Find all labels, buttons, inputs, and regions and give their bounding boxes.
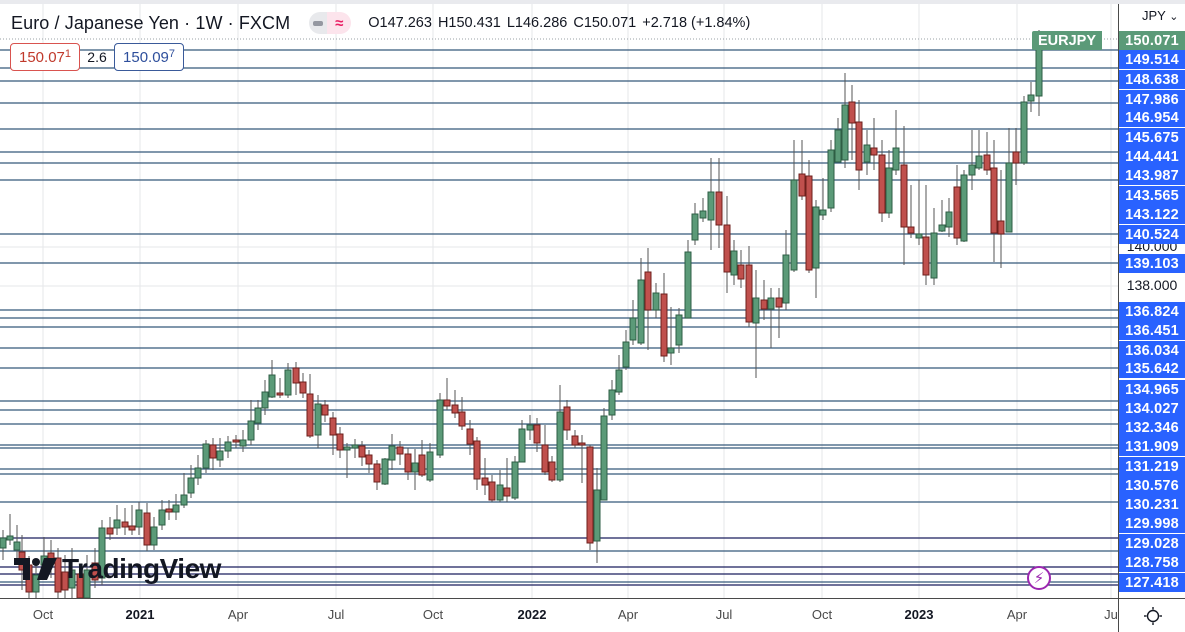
level-price-label: 129.998 — [1119, 514, 1185, 533]
chevron-down-icon: ⌄ — [1169, 11, 1179, 23]
market-status-pill[interactable]: ≈ — [309, 12, 352, 34]
trade-buttons: 150.07 1 2.6 150.09 7 — [10, 43, 185, 71]
close-value: 150.071 — [583, 15, 637, 31]
level-price-label: 128.758 — [1119, 553, 1185, 572]
level-price-label: 130.576 — [1119, 476, 1185, 495]
time-axis[interactable] — [0, 598, 1118, 632]
sell-price-pip: 1 — [64, 48, 72, 60]
level-price-label: 143.122 — [1119, 205, 1185, 224]
ohlc-open: O147.263 — [368, 15, 432, 31]
level-price-label: 134.965 — [1119, 380, 1185, 399]
time-tick-label: Jul — [327, 607, 345, 622]
price-tick-label: 138.000 — [1126, 277, 1178, 293]
sell-price: 150.07 — [19, 48, 65, 66]
tradingview-logo-icon — [14, 558, 57, 580]
level-price-label: 145.675 — [1119, 128, 1185, 147]
buy-price: 150.09 — [123, 48, 169, 66]
level-price-label: 131.219 — [1119, 457, 1185, 476]
level-price-label: 136.034 — [1119, 341, 1185, 360]
time-tick-label: 2023 — [904, 607, 934, 622]
ohlc-low: L146.286 — [507, 15, 568, 31]
candlestick-chart[interactable] — [0, 4, 1118, 598]
level-price-label: 131.909 — [1119, 437, 1185, 456]
change-value: +2.718 (+1.84%) — [642, 15, 751, 31]
top-bar — [0, 0, 1185, 4]
chart-legend: Euro / Japanese Yen · 1W · FXCM ≈ O147.2… — [11, 10, 750, 36]
chart-pane[interactable] — [0, 4, 1118, 598]
tradingview-logo[interactable]: TradingView — [14, 553, 221, 585]
level-price-label: 144.441 — [1119, 147, 1185, 166]
level-price-label: 146.954 — [1119, 108, 1185, 127]
tradingview-logo-text: TradingView — [62, 553, 221, 584]
time-tick-label: Apr — [1006, 607, 1028, 622]
minus-icon[interactable] — [309, 12, 328, 34]
level-price-label: 127.418 — [1119, 573, 1185, 592]
level-price-label: 143.565 — [1119, 186, 1185, 205]
high-label: H — [437, 15, 449, 31]
time-tick-label: Apr — [227, 607, 249, 622]
buy-button[interactable]: 150.09 7 — [114, 43, 185, 71]
approx-equal-icon[interactable]: ≈ — [327, 12, 352, 34]
time-tick-label: 2022 — [517, 607, 547, 622]
time-tick-label: 2021 — [125, 607, 155, 622]
ohlc-high: H150.431 — [438, 15, 501, 31]
level-price-label: 139.103 — [1119, 254, 1185, 273]
high-value: 150.431 — [448, 15, 501, 31]
sun-settings-icon — [1143, 606, 1162, 625]
time-tick-label: Oct — [422, 607, 444, 622]
spread-value: 2.6 — [87, 49, 107, 65]
open-label: O — [368, 15, 380, 31]
ohlc-close: C150.071 — [573, 15, 636, 31]
low-value: 146.286 — [514, 15, 568, 31]
level-price-label: 132.346 — [1119, 418, 1185, 437]
level-price-label: 136.451 — [1119, 321, 1185, 340]
level-price-label: 135.642 — [1119, 359, 1185, 378]
settings-button[interactable] — [1118, 598, 1185, 632]
currency-label: JPY — [1142, 8, 1166, 23]
level-price-label: 129.028 — [1119, 534, 1185, 553]
buy-price-pip: 7 — [168, 48, 176, 60]
current-price-label: 150.071 — [1119, 31, 1185, 50]
low-label: L — [506, 15, 515, 31]
level-price-label: 148.638 — [1119, 70, 1185, 89]
level-price-label: 147.986 — [1119, 90, 1185, 109]
time-tick-label: Oct — [811, 607, 833, 622]
symbol-tag: EURJPY — [1032, 31, 1103, 50]
level-price-label: 143.987 — [1119, 166, 1185, 185]
level-price-label: 130.231 — [1119, 495, 1185, 514]
lightning-icon[interactable]: ⚡ — [1027, 566, 1051, 590]
level-price-label: 149.514 — [1119, 50, 1185, 69]
time-tick-label: Ju — [1104, 607, 1118, 622]
sell-button[interactable]: 150.07 1 — [10, 43, 81, 71]
level-price-label: 140.524 — [1119, 225, 1185, 244]
time-tick-label: Jul — [715, 607, 733, 622]
symbol-title[interactable]: Euro / Japanese Yen · 1W · FXCM — [11, 12, 291, 33]
time-tick-label: Oct — [32, 607, 54, 622]
level-price-label: 136.824 — [1119, 302, 1185, 321]
time-tick-label: Apr — [617, 607, 639, 622]
close-label: C — [573, 15, 584, 31]
open-value: 147.263 — [379, 15, 432, 31]
currency-selector[interactable]: JPY ⌄ — [1142, 8, 1178, 23]
level-price-label: 134.027 — [1119, 399, 1185, 418]
ohlc-values: O147.263 H150.431 L146.286 C150.071 +2.7… — [368, 15, 750, 31]
